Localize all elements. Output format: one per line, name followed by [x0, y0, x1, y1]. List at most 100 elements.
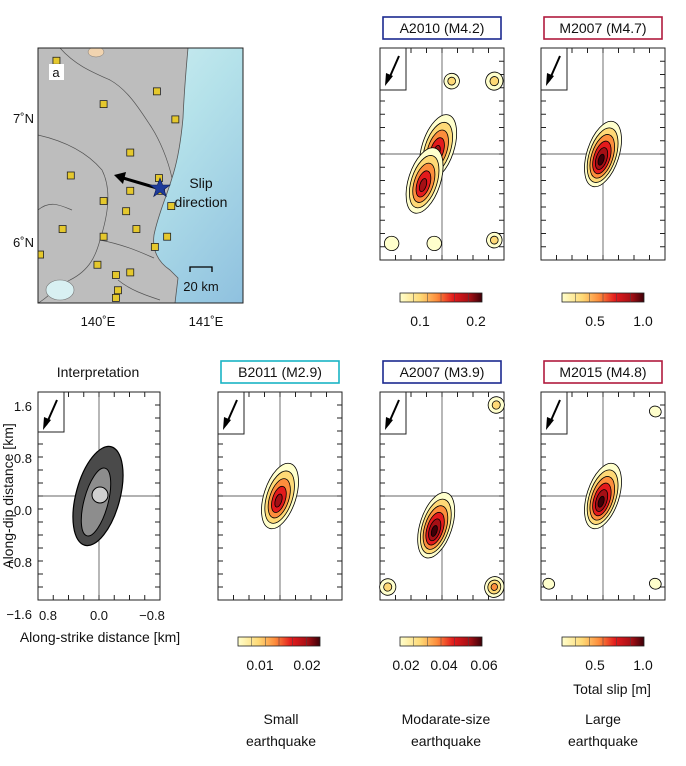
slip-direction-arrowhead [43, 417, 51, 430]
category-small-line1: Small [263, 711, 298, 727]
arrow-label: direction [175, 194, 228, 210]
x-axis-label: Along-strike distance [km] [20, 629, 180, 645]
station-marker [114, 286, 122, 295]
slip-peak [417, 492, 456, 559]
slip-peak [484, 576, 505, 598]
map-frame [37, 47, 244, 304]
slip-peak [542, 577, 556, 590]
scale-label: 20 km [183, 279, 218, 294]
station-marker [58, 225, 67, 233]
panel-label-box [49, 64, 64, 80]
station-markers [38, 56, 180, 302]
category-moderate-line1: Modarate-size [402, 711, 491, 727]
station-marker [99, 197, 108, 205]
slip-contour [491, 400, 501, 410]
colorbar: 0.01 0.02 [237, 636, 321, 673]
colorbar-tick-label: 1.0 [633, 657, 653, 673]
slip-contour [649, 405, 662, 418]
category-moderate-line2: earthquake [411, 733, 481, 749]
station-marker [126, 268, 135, 277]
panel-label: a [52, 65, 60, 80]
station-marker [171, 115, 180, 124]
prefecture-boundary [99, 239, 155, 259]
station-marker [38, 250, 44, 259]
lat-tick: 7˚N [13, 111, 34, 126]
y-tick-label: 1.6 [14, 399, 32, 414]
y-tick-label: −1.6 [6, 607, 32, 622]
slip-contour [597, 495, 605, 508]
station-marker [122, 207, 131, 216]
slip-panel-A2010: A2010 (M4.2) 0.1 0.2 [379, 16, 505, 329]
slip-contour [447, 76, 456, 86]
category-large-line2: earthquake [568, 733, 638, 749]
slip-peak [485, 71, 504, 91]
slip-peak [584, 120, 622, 188]
panel-title: A2007 (M3.9) [400, 364, 485, 380]
slip-contour [490, 235, 499, 245]
interpretation-title: Interpretation [57, 364, 140, 380]
category-labels: Small earthquake Modarate-size earthquak… [246, 711, 638, 749]
station-marker [52, 56, 61, 65]
slip-contour [597, 153, 605, 166]
panel-title: B2011 (M2.9) [238, 364, 322, 380]
prefecture-boundary [59, 48, 173, 179]
station-marker [112, 293, 120, 302]
station-marker [152, 87, 161, 96]
slip-direction-arrowhead [546, 417, 554, 430]
slip-peak [584, 462, 622, 530]
colorbar-tick-label: 0.04 [430, 657, 457, 673]
panel-ticks [218, 392, 342, 600]
panel-title-box [543, 16, 663, 40]
colorbar-tick-label: 0.5 [585, 657, 605, 673]
slip-peak [426, 235, 442, 252]
prefecture-boundary [117, 279, 161, 301]
slip-contour [426, 235, 442, 252]
map-panel: a 7˚N 6˚N 140˚E 141˚E Slip direction 20 … [13, 47, 244, 329]
colorbar-tick-label: 0.02 [392, 657, 419, 673]
lake [45, 279, 75, 301]
panel-title: M2015 (M4.8) [559, 364, 646, 380]
epicenter-star-icon [149, 177, 171, 198]
colorbar-unit-label: Total slip [m] [573, 681, 651, 697]
small-rupture-circle [91, 486, 109, 504]
slip-peak [487, 396, 505, 414]
slip-peak [379, 578, 397, 596]
x-tick-label: 0.8 [39, 608, 57, 623]
slip-peak [383, 235, 400, 252]
slip-panel-M2007a: M2007 (M4.7) 0.5 1.0 [540, 16, 666, 329]
colorbar-tick-label: 0.01 [246, 657, 273, 673]
slip-peak [649, 577, 662, 590]
slip-contour [383, 235, 400, 252]
slip-peak [649, 405, 662, 418]
colorbar-tick-label: 0.2 [466, 313, 486, 329]
interpretation-panel: Interpretation 1.6 0.8 0.0 −0.8 −1.6 0.8… [0, 364, 180, 645]
lake [87, 48, 105, 58]
colorbar-tick-label: 0.5 [585, 313, 605, 329]
station-marker [99, 232, 108, 241]
arrow-label: Slip [189, 175, 213, 191]
station-marker [167, 202, 176, 211]
panel-title-box [382, 16, 502, 40]
station-marker [99, 100, 108, 108]
panel-title: M2007 (M4.7) [559, 20, 646, 36]
slip-peak [261, 462, 299, 530]
panel-title-box [220, 360, 340, 384]
colorbar-tick-label: 1.0 [633, 313, 653, 329]
slip-contour [418, 178, 428, 193]
slip-panel-M2015: M2015 (M4.8) 0.5 1.0 Total slip [m] [540, 360, 666, 697]
lat-tick: 6˚N [13, 235, 34, 250]
slip-direction-arrowhead [223, 417, 231, 430]
colorbar: 0.5 1.0 Total slip [m] [561, 636, 653, 697]
slip-panel-A2007: A2007 (M3.9) 0.02 0.04 0.06 [379, 360, 505, 673]
slip-peak [443, 72, 460, 90]
colorbar: 0.1 0.2 [399, 292, 486, 329]
y-tick-label: 0.0 [14, 503, 32, 518]
y-axis-label: Along-dip distance [km] [0, 423, 16, 569]
category-small-line2: earthquake [246, 733, 316, 749]
lon-tick: 141˚E [189, 314, 224, 329]
prefecture-boundary [38, 203, 73, 211]
x-tick-label: −0.8 [139, 608, 165, 623]
slip-contour [430, 525, 438, 537]
station-marker [93, 260, 102, 269]
